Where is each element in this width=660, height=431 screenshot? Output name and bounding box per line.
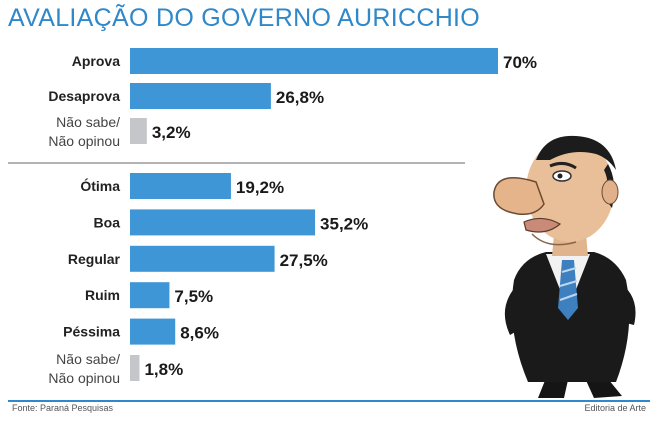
value-label: 70% xyxy=(503,53,537,72)
source-note: Fonte: Paraná Pesquisas xyxy=(12,403,114,413)
value-label: 8,6% xyxy=(180,324,219,343)
category-label: Regular xyxy=(68,251,121,267)
bar-2-2 xyxy=(130,209,316,236)
value-label: 7,5% xyxy=(174,287,213,306)
bar-2-3 xyxy=(130,245,275,272)
bar-2-6 xyxy=(130,355,140,381)
bar-2-4 xyxy=(130,282,170,309)
category-label: Aprova xyxy=(72,53,120,69)
value-label: 26,8% xyxy=(276,88,324,107)
value-label: 1,8% xyxy=(144,360,183,379)
value-label: 27,5% xyxy=(280,251,328,270)
category-label: Não sabe/Não opinou xyxy=(48,114,120,149)
credit-note: Editoria de Arte xyxy=(584,403,646,413)
bar-1-1 xyxy=(130,48,498,74)
category-label: Ruim xyxy=(85,287,120,303)
caricature-illustration xyxy=(493,135,636,398)
category-label: Ótima xyxy=(80,177,120,194)
category-label: Desaprova xyxy=(48,88,120,104)
chart-title: AVALIAÇÃO DO GOVERNO AURICCHIO xyxy=(8,4,481,32)
value-label: 35,2% xyxy=(320,214,368,233)
value-label: 3,2% xyxy=(152,123,191,142)
category-label: Não sabe/Não opinou xyxy=(48,351,120,386)
bar-2-5 xyxy=(130,318,176,345)
bar-1-2 xyxy=(130,83,271,109)
category-label: Boa xyxy=(94,214,121,230)
bar-2-1 xyxy=(130,173,231,199)
category-label: Péssima xyxy=(63,324,120,340)
bar-1-3 xyxy=(130,118,147,144)
footer-divider xyxy=(8,400,650,402)
value-label: 19,2% xyxy=(236,178,284,197)
